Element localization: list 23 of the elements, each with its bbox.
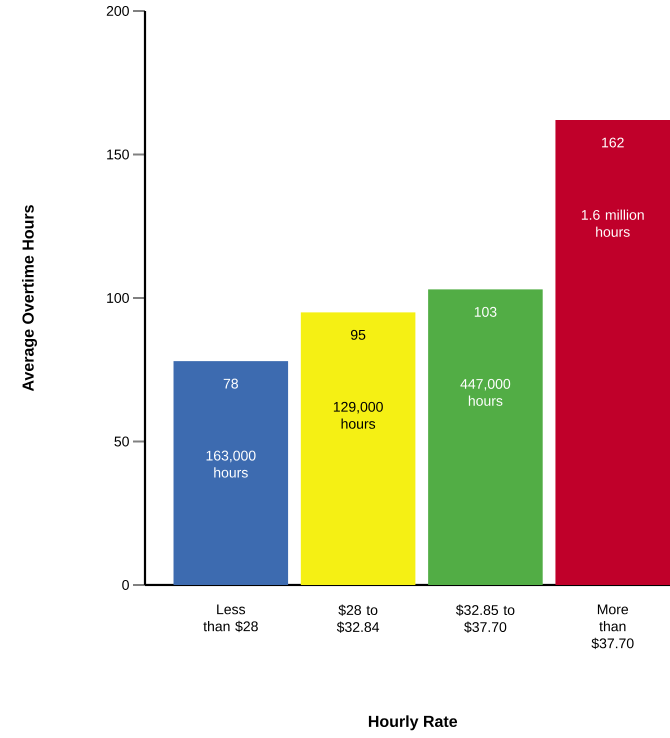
bar: [174, 361, 288, 585]
bar: [300, 312, 416, 585]
y-tick-label: 200: [106, 6, 129, 16]
bar: [428, 289, 543, 585]
y-tick-label: 150: [107, 150, 129, 160]
annotation: 447,000 hours: [460, 378, 510, 406]
data-label: 78: [224, 378, 238, 389]
data-label: 162: [602, 138, 624, 148]
annotation: 1.6 million hours: [582, 210, 644, 237]
y-tick-label: 0: [122, 580, 129, 590]
annotation: 129,000 hours: [334, 402, 383, 429]
x-tick-label: $32.85 to $37.70: [456, 604, 514, 633]
y-tick-label: 50: [114, 436, 129, 446]
x-axis-title: Hourly Rate: [368, 715, 458, 730]
bar: [555, 120, 670, 585]
data-label: 103: [474, 306, 496, 317]
data-label: 95: [350, 330, 366, 340]
x-tick-label: Less than $28: [203, 604, 258, 632]
y-axis-title: Average Overtime Hours: [22, 205, 37, 392]
x-tick-label: $28 to $32.84: [336, 604, 380, 633]
x-tick-label: More than $37.70: [591, 604, 634, 650]
y-tick-label: 100: [107, 293, 129, 303]
annotation: 163,000 hours: [206, 450, 256, 478]
